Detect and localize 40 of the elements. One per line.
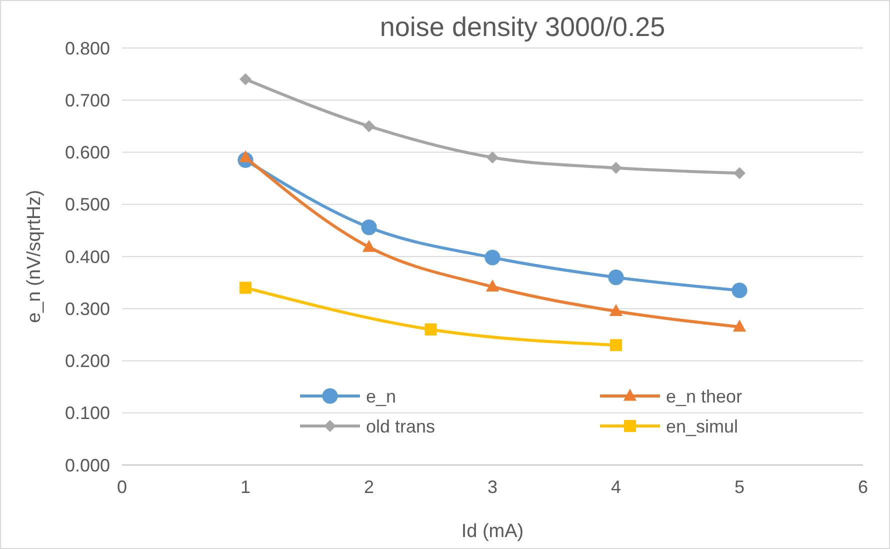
point xyxy=(734,167,746,180)
y-tick-label: 0.100 xyxy=(64,403,110,424)
x-tick-label: 5 xyxy=(734,477,745,497)
point xyxy=(608,270,624,286)
x-tick-label: 2 xyxy=(364,477,374,497)
point xyxy=(486,151,498,164)
chart-title: noise density 3000/0.25 xyxy=(380,12,666,42)
legend-label: e_n xyxy=(366,386,396,406)
y-tick-label: 0.800 xyxy=(64,38,110,58)
point xyxy=(732,320,746,332)
y-tick-label: 0.000 xyxy=(64,455,110,476)
x-tick-label: 1 xyxy=(240,477,251,497)
x-axis-title: Id (mA) xyxy=(461,521,524,542)
point xyxy=(609,304,623,316)
point xyxy=(424,323,437,336)
point xyxy=(240,73,252,86)
y-axis-title: e_n (nV/sqrtHz) xyxy=(24,190,45,324)
point xyxy=(484,250,500,266)
y-tick-label: 0.300 xyxy=(64,298,110,319)
y-tick-label: 0.500 xyxy=(64,194,110,215)
point xyxy=(362,240,376,252)
point xyxy=(361,220,377,236)
point xyxy=(610,162,622,174)
x-tick-label: 0 xyxy=(116,477,128,497)
x-tick-label: 4 xyxy=(610,477,622,497)
point xyxy=(363,120,375,132)
point xyxy=(486,280,500,292)
y-tick-label: 0.700 xyxy=(64,90,110,110)
x-tick-label: 3 xyxy=(487,477,498,497)
point xyxy=(238,150,252,162)
y-tick-label: 0.400 xyxy=(64,246,110,267)
legend-label: e_n theor xyxy=(666,386,742,406)
y-tick-label: 0.200 xyxy=(64,351,110,372)
point xyxy=(240,282,252,294)
point xyxy=(732,282,748,298)
legend-label: en_simul xyxy=(666,416,738,436)
legend-label: old trans xyxy=(366,416,436,436)
x-tick-label: 6 xyxy=(858,477,868,497)
y-tick-label: 0.600 xyxy=(64,142,110,163)
point xyxy=(610,339,622,352)
